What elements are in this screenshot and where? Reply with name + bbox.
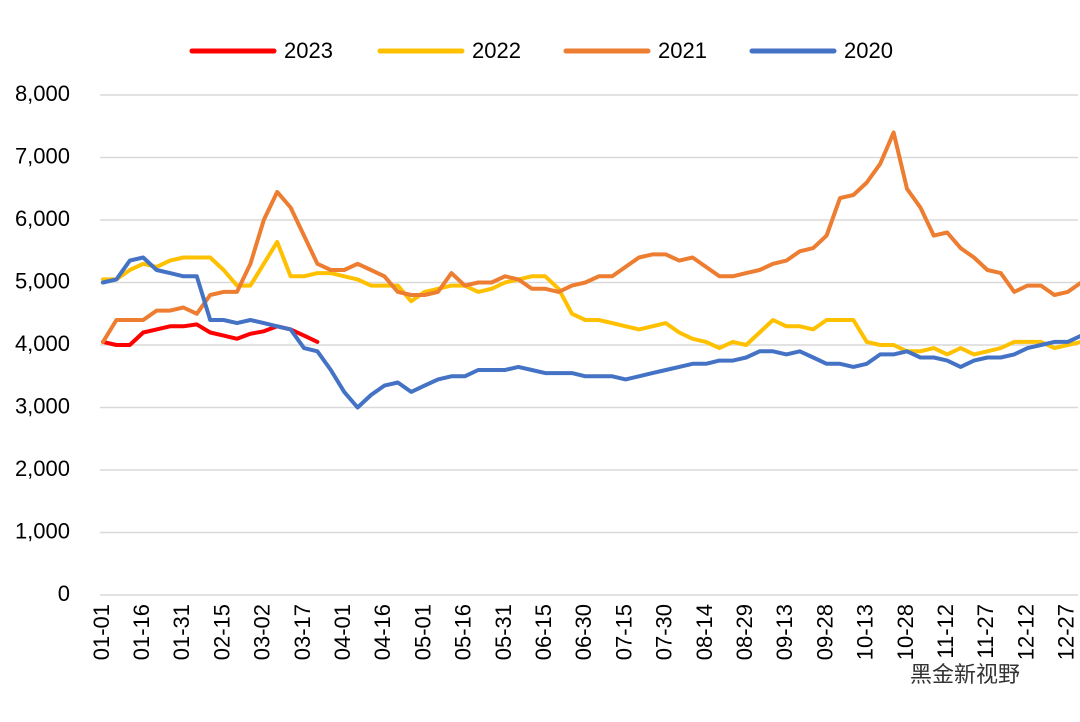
legend-label: 2021 — [658, 38, 707, 63]
x-tick-label: 07-30 — [652, 604, 677, 660]
x-tick-label: 05-31 — [491, 604, 516, 660]
x-tick-label: 12-12 — [1013, 604, 1038, 660]
x-tick-label: 06-15 — [531, 604, 556, 660]
x-tick-label: 02-15 — [209, 604, 234, 660]
x-tick-label: 07-15 — [611, 604, 636, 660]
x-tick-label: 03-02 — [250, 604, 275, 660]
series-line — [101, 239, 1080, 357]
y-tick-label: 6,000 — [15, 206, 70, 231]
x-tick-label: 11-12 — [933, 604, 958, 659]
x-tick-label: 03-17 — [290, 604, 315, 660]
x-tick-label: 09-13 — [772, 604, 797, 660]
y-tick-label: 3,000 — [15, 393, 70, 418]
y-tick-label: 2,000 — [15, 456, 70, 481]
y-tick-label: 5,000 — [15, 268, 70, 293]
x-tick-label: 10-28 — [893, 604, 918, 660]
y-tick-label: 1,000 — [15, 518, 70, 543]
legend-label: 2022 — [472, 38, 521, 63]
series-line — [101, 255, 1080, 410]
x-tick-label: 08-14 — [692, 604, 717, 660]
x-tick-label: 05-01 — [410, 604, 435, 660]
x-tick-label: 04-16 — [370, 604, 395, 660]
y-tick-label: 0 — [58, 581, 70, 606]
x-tick-label: 10-13 — [853, 604, 878, 660]
x-tick-label: 05-16 — [451, 604, 476, 660]
y-tick-label: 8,000 — [15, 81, 70, 106]
y-tick-label: 4,000 — [15, 331, 70, 356]
x-tick-label: 01-31 — [169, 604, 194, 660]
x-tick-label: 06-30 — [571, 604, 596, 660]
x-tick-label: 08-29 — [732, 604, 757, 660]
series-line — [101, 130, 1080, 344]
watermark: 黑金新视野 — [910, 662, 1020, 687]
x-tick-label: 01-16 — [129, 604, 154, 660]
x-tick-label: 09-28 — [812, 604, 837, 660]
x-tick-label: 12-27 — [1054, 604, 1079, 660]
x-tick-label: 01-01 — [89, 604, 114, 660]
x-tick-label: 04-01 — [330, 604, 355, 660]
legend-label: 2023 — [284, 38, 333, 63]
legend-label: 2020 — [844, 38, 893, 63]
x-tick-label: 11-27 — [973, 604, 998, 659]
y-tick-label: 7,000 — [15, 143, 70, 168]
